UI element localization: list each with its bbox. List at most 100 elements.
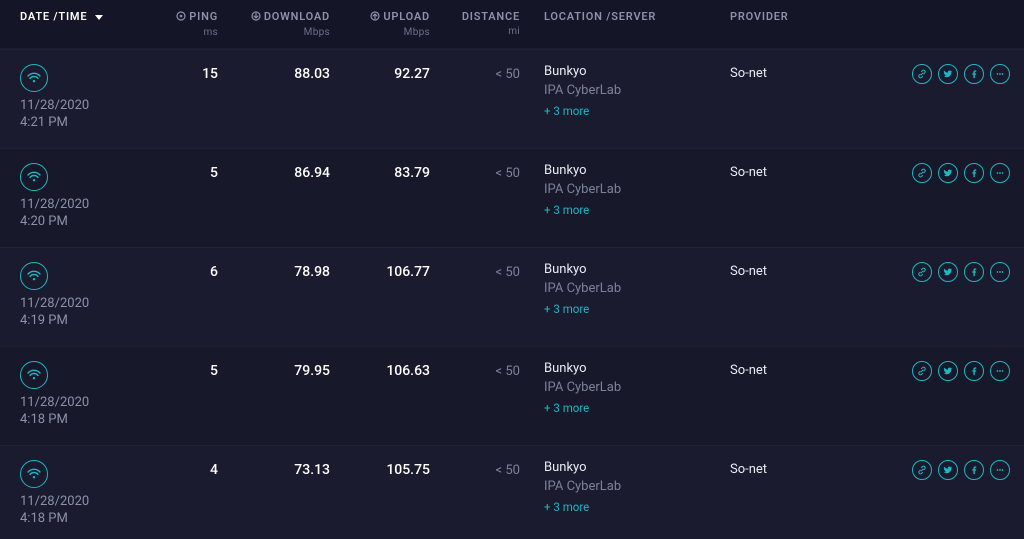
header-upload[interactable]: UPLOAD Mbps (330, 10, 430, 38)
more-button[interactable] (990, 361, 1010, 381)
date-text: 11/28/2020 (20, 494, 89, 509)
twitter-button[interactable] (938, 163, 958, 183)
table-header: DATE /TIME PING ms DOWNLOAD Mbps UPLOAD … (0, 0, 1024, 49)
date-text: 11/28/2020 (20, 395, 89, 410)
location-more-link[interactable]: + 3 more (544, 302, 720, 316)
download-value: 88.03 (218, 64, 330, 82)
download-value: 79.95 (218, 361, 330, 379)
table-row[interactable]: 11/28/20204:20 PM586.9483.79< 50BunkyoIP… (0, 148, 1024, 247)
table-row[interactable]: 11/28/20204:18 PM579.95106.63< 50BunkyoI… (0, 346, 1024, 445)
location-more-link[interactable]: + 3 more (544, 104, 720, 118)
facebook-button[interactable] (964, 460, 984, 480)
header-distance[interactable]: DISTANCE mi (430, 10, 520, 37)
header-ping[interactable]: PING ms (126, 10, 218, 38)
facebook-button[interactable] (964, 64, 984, 84)
wifi-icon (20, 64, 48, 92)
header-distance-label: DISTANCE (462, 10, 520, 23)
facebook-button[interactable] (964, 361, 984, 381)
time-text: 4:20 PM (20, 214, 68, 229)
upload-value: 92.27 (330, 64, 430, 82)
header-provider[interactable]: PROVIDER (720, 10, 870, 23)
location-city: Bunkyo (544, 64, 720, 79)
header-distance-unit: mi (430, 26, 520, 37)
location-city: Bunkyo (544, 361, 720, 376)
link-button[interactable] (912, 361, 932, 381)
ping-icon (176, 11, 186, 24)
location-city: Bunkyo (544, 163, 720, 178)
twitter-button[interactable] (938, 361, 958, 381)
table-row[interactable]: 11/28/20204:21 PM1588.0392.27< 50BunkyoI… (0, 49, 1024, 148)
header-download-label: DOWNLOAD (264, 10, 330, 23)
header-datetime[interactable]: DATE /TIME (20, 10, 126, 23)
header-upload-unit: Mbps (330, 27, 430, 38)
more-button[interactable] (990, 64, 1010, 84)
row-actions (870, 361, 1010, 381)
link-button[interactable] (912, 64, 932, 84)
more-button[interactable] (990, 163, 1010, 183)
distance-value: < 50 (430, 262, 520, 280)
wifi-icon (20, 262, 48, 290)
wifi-icon (20, 460, 48, 488)
row-actions (870, 163, 1010, 183)
provider-value: So-net (720, 64, 870, 81)
download-value: 86.94 (218, 163, 330, 181)
provider-value: So-net (720, 262, 870, 279)
distance-value: < 50 (430, 163, 520, 181)
row-actions (870, 64, 1010, 84)
location-more-link[interactable]: + 3 more (544, 500, 720, 514)
header-datetime-label: DATE /TIME (20, 10, 87, 23)
link-button[interactable] (912, 460, 932, 480)
table-row[interactable]: 11/28/20204:19 PM678.98106.77< 50BunkyoI… (0, 247, 1024, 346)
provider-value: So-net (720, 163, 870, 180)
header-location[interactable]: LOCATION /SERVER (520, 10, 720, 23)
wifi-icon (20, 163, 48, 191)
location-server: IPA CyberLab (544, 182, 720, 197)
date-text: 11/28/2020 (20, 296, 89, 311)
location-cell: BunkyoIPA CyberLab+ 3 more (520, 262, 720, 316)
upload-value: 83.79 (330, 163, 430, 181)
facebook-button[interactable] (964, 262, 984, 282)
wifi-icon (20, 361, 48, 389)
provider-value: So-net (720, 460, 870, 477)
location-city: Bunkyo (544, 460, 720, 475)
ping-value: 5 (126, 361, 218, 379)
ping-value: 4 (126, 460, 218, 478)
time-text: 4:19 PM (20, 313, 68, 328)
location-cell: Bunkyo IPA CyberLab + 3 more (520, 64, 720, 118)
link-button[interactable] (912, 262, 932, 282)
header-download[interactable]: DOWNLOAD Mbps (218, 10, 330, 38)
location-server: IPA CyberLab (544, 83, 720, 98)
datetime-cell: 11/28/20204:18 PM (20, 460, 126, 526)
facebook-button[interactable] (964, 163, 984, 183)
row-actions (870, 460, 1010, 480)
header-provider-label: PROVIDER (730, 10, 789, 23)
download-icon (251, 11, 261, 24)
location-more-link[interactable]: + 3 more (544, 401, 720, 415)
location-cell: BunkyoIPA CyberLab+ 3 more (520, 361, 720, 415)
header-download-unit: Mbps (218, 27, 330, 38)
header-location-label: LOCATION /SERVER (544, 10, 656, 23)
table-body: 11/28/2020 4:21 PM 1588.0392.27 < 50 Bunkyo I… (0, 49, 1024, 539)
twitter-button[interactable] (938, 262, 958, 282)
table-row[interactable]: 11/28/20204:18 PM473.13105.75< 50BunkyoI… (0, 445, 1024, 539)
datetime-cell: 11/28/20204:18 PM (20, 361, 126, 427)
twitter-button[interactable] (938, 64, 958, 84)
location-more-link[interactable]: + 3 more (544, 203, 720, 217)
header-ping-unit: ms (126, 27, 218, 38)
download-value: 73.13 (218, 460, 330, 478)
more-button[interactable] (990, 460, 1010, 480)
upload-value: 106.77 (330, 262, 430, 280)
more-button[interactable] (990, 262, 1010, 282)
ping-value: 15 (126, 64, 218, 82)
twitter-button[interactable] (938, 460, 958, 480)
upload-value: 105.75 (330, 460, 430, 478)
link-button[interactable] (912, 163, 932, 183)
row-actions (870, 262, 1010, 282)
ping-value: 5 (126, 163, 218, 181)
location-cell: Bunkyo IPA CyberLab + 3 more (520, 163, 720, 217)
location-cell: Bunkyo IPA CyberLab + 3 more (520, 460, 720, 514)
header-upload-label: UPLOAD (383, 10, 430, 23)
time-text: 4:21 PM (20, 115, 68, 130)
results-table: DATE /TIME PING ms DOWNLOAD Mbps UPLOAD … (0, 0, 1024, 539)
location-server: IPA CyberLab (544, 479, 720, 494)
